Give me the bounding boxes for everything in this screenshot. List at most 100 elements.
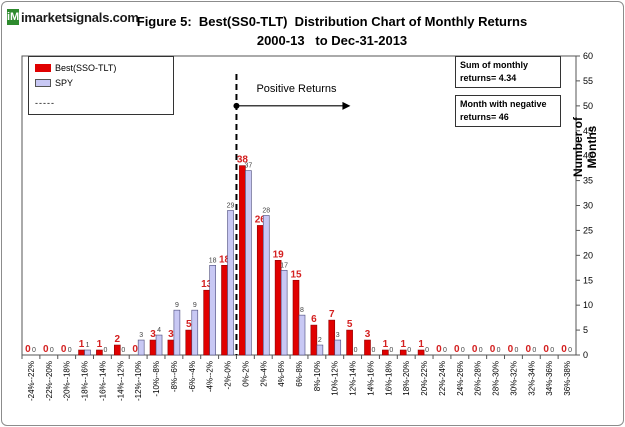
data-label-spy: 0 — [50, 347, 54, 354]
chart-title-line1: Figure 5: Best(SS0-TLT) Distribution Cha… — [136, 14, 528, 29]
bar-best — [346, 329, 353, 356]
data-label-best: 1 — [418, 339, 424, 350]
x-tick-label: 12%-14% — [349, 361, 358, 396]
data-label-spy: 3 — [336, 332, 340, 339]
data-label-spy: 0 — [354, 347, 358, 354]
x-tick-label: -10%--8% — [152, 361, 161, 397]
data-label-best: 1 — [79, 339, 85, 350]
y-tick-label: 5 — [583, 325, 588, 335]
bar-best — [382, 349, 389, 356]
y-tick-label: 60 — [583, 51, 593, 61]
bar-best — [149, 339, 157, 356]
data-label-best: 15 — [290, 269, 302, 280]
legend-label-series-2: SPY — [55, 78, 74, 88]
data-label-spy: 9 — [175, 302, 179, 309]
data-label-spy: 0 — [372, 347, 376, 354]
legend-label-series-1: Best(SSO-TLT) — [55, 63, 117, 73]
bar-best — [274, 260, 282, 356]
data-label-spy: 9 — [193, 302, 197, 309]
x-tick-label: 32%-34% — [527, 361, 536, 396]
data-label-best: 1 — [383, 339, 389, 350]
x-tick-label: 8%-10% — [313, 361, 322, 391]
x-tick-label: 10%-12% — [331, 361, 340, 396]
data-label-best: 0 — [25, 344, 31, 355]
data-label-best: 13 — [201, 279, 213, 290]
bar-best — [399, 349, 407, 356]
x-tick-label: -24%--22% — [27, 361, 36, 401]
data-label-best: 0 — [132, 344, 138, 355]
x-tick-label: 4%-6% — [277, 361, 286, 387]
data-label-best: 0 — [526, 344, 532, 355]
y-tick-label: 10 — [583, 300, 593, 310]
logo-mark: iM — [7, 9, 20, 25]
data-label-spy: 0 — [550, 347, 554, 354]
data-label-best: 3 — [168, 329, 174, 340]
bar-spy — [191, 309, 199, 356]
data-label-best: 0 — [472, 344, 478, 355]
logo: iM imarketsignals.com — [7, 8, 139, 26]
data-label-best: 6 — [311, 314, 317, 325]
bar-best — [310, 324, 318, 356]
data-label-best: 0 — [561, 344, 567, 355]
data-label-spy: 0 — [443, 347, 447, 354]
data-label-best: 3 — [150, 329, 156, 340]
bar-spy — [227, 210, 234, 356]
data-label-best: 5 — [186, 319, 192, 330]
data-label-spy: 0 — [461, 347, 465, 354]
y-tick-label: 15 — [583, 275, 593, 285]
bar-spy — [280, 269, 288, 356]
data-label-best: 19 — [273, 249, 285, 260]
legend-entry-series-1: Best(SSO-TLT) — [29, 62, 116, 74]
data-label-best: 1 — [400, 339, 406, 350]
data-label-spy: 4 — [157, 327, 161, 334]
data-label-best: 0 — [543, 344, 549, 355]
data-label-spy: 1 — [86, 342, 90, 349]
x-tick-label: -14%--12% — [116, 361, 125, 401]
data-label-best: 18 — [219, 254, 231, 265]
data-label-spy: 28 — [262, 207, 270, 214]
bar-spy — [84, 349, 91, 356]
x-tick-label: -16%--14% — [98, 361, 107, 401]
data-label-spy: 0 — [425, 347, 429, 354]
x-tick-label: 0%-2% — [241, 361, 250, 387]
bar-best — [185, 329, 193, 356]
chart-title: Figure 5: Best(SS0-TLT) Distribution Cha… — [102, 12, 562, 50]
bar-spy — [334, 339, 342, 356]
x-tick-label: 14%-16% — [366, 361, 375, 396]
data-label-best: 0 — [61, 344, 67, 355]
x-tick-label: -20%--18% — [63, 361, 72, 401]
y-tick-label: 0 — [583, 350, 588, 360]
data-label-spy: 0 — [389, 347, 393, 354]
x-tick-label: -18%--16% — [81, 361, 90, 401]
data-label-best: 0 — [490, 344, 496, 355]
bar-best — [364, 339, 371, 356]
y-tick-label: 50 — [583, 101, 593, 111]
y-tick-label: 40 — [583, 151, 593, 161]
data-label-spy: 17 — [280, 262, 288, 269]
data-label-best: 26 — [255, 214, 267, 225]
data-label-spy: 0 — [32, 347, 36, 354]
bar-spy — [173, 309, 181, 356]
x-tick-label: 22%-24% — [438, 361, 447, 396]
legend-dashed-line: ----- — [35, 98, 55, 108]
data-label-spy: 0 — [407, 347, 411, 354]
data-label-spy: 37 — [244, 163, 252, 170]
data-label-spy: 0 — [514, 347, 518, 354]
x-tick-label: 24%-26% — [456, 361, 465, 396]
bar-best — [203, 289, 210, 356]
x-tick-label: 16%-18% — [384, 361, 393, 396]
bar-best — [113, 344, 121, 356]
data-label-spy: 8 — [300, 307, 304, 314]
data-label-spy: 0 — [103, 347, 107, 354]
legend-swatch-series-2 — [35, 79, 51, 87]
data-label-spy: 0 — [479, 347, 483, 354]
data-label-best: 0 — [508, 344, 514, 355]
annotation-label: Positive Returns — [256, 83, 337, 95]
data-label-best: 5 — [347, 319, 353, 330]
info-box-negative-months: Month with negative returns= 46 — [455, 95, 561, 127]
data-label-spy: 0 — [568, 347, 572, 354]
bar-best — [78, 349, 85, 356]
bar-spy — [245, 170, 252, 356]
x-tick-label: -4%--2% — [206, 361, 215, 392]
data-label-spy: 0 — [68, 347, 72, 354]
